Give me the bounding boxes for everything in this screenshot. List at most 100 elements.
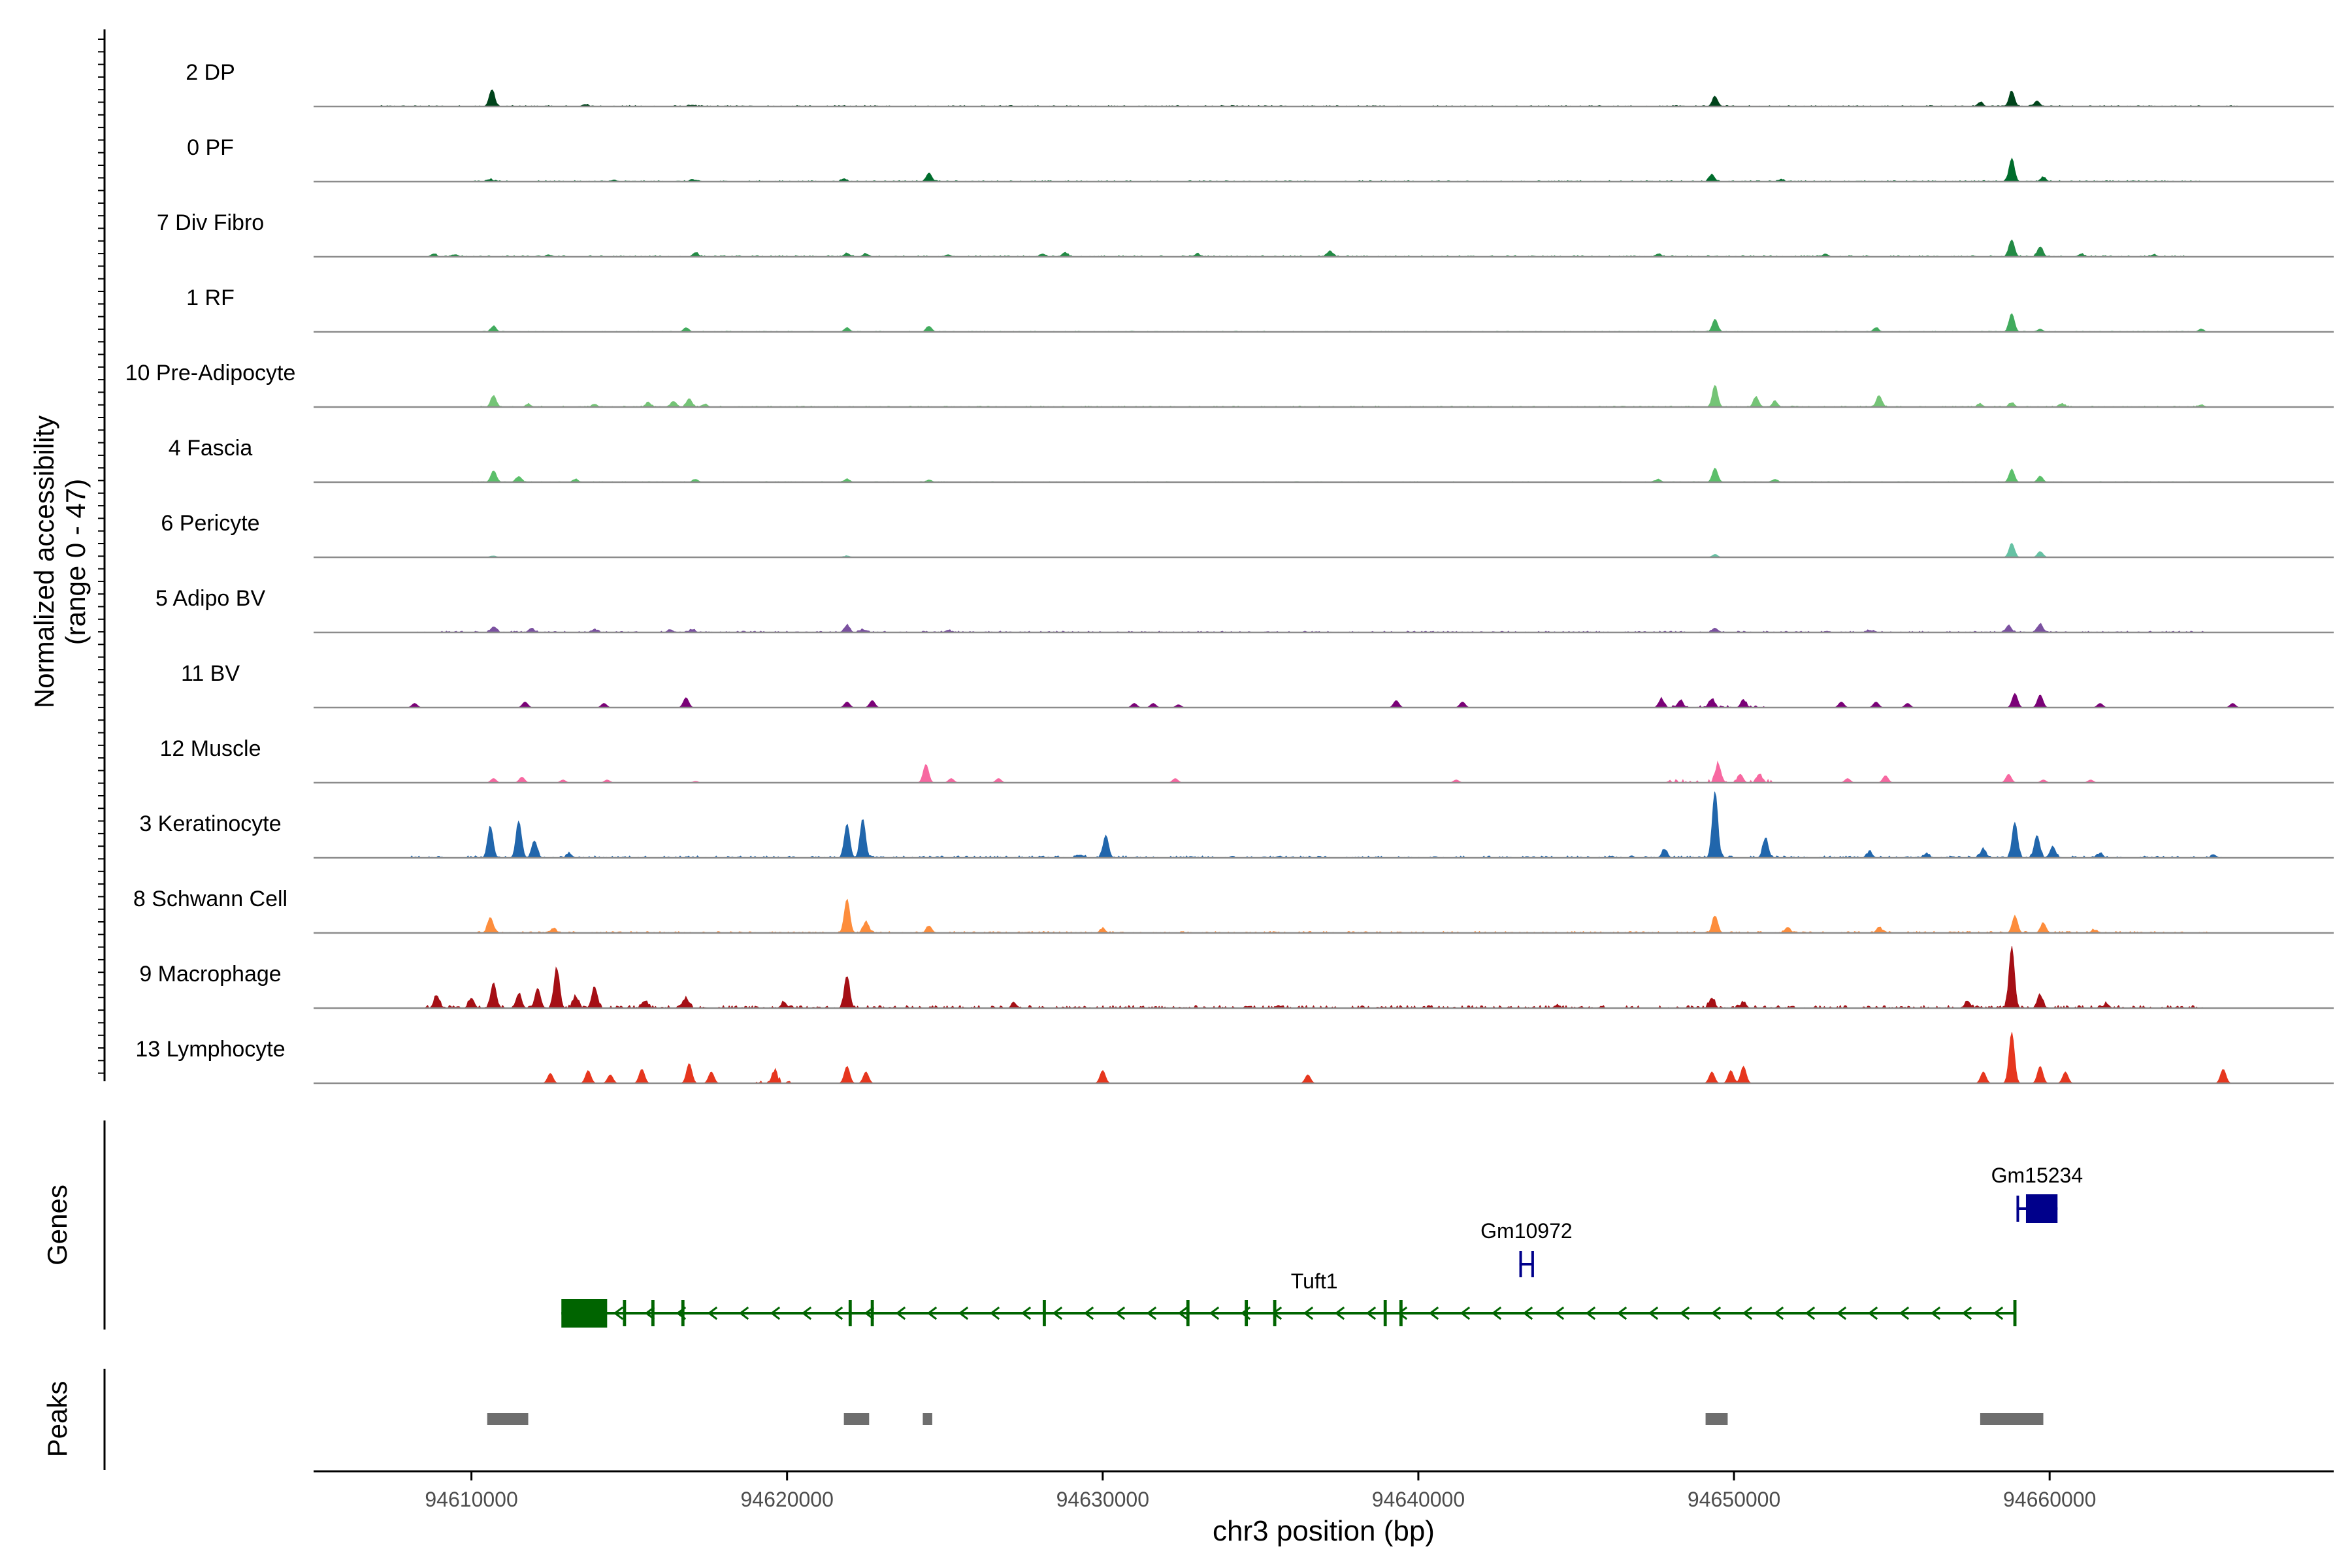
strand-arrow xyxy=(958,1306,969,1320)
track-coverage-area xyxy=(314,791,2334,858)
strand-arrow xyxy=(1773,1306,1784,1320)
gene-exon xyxy=(1399,1300,1403,1326)
gene-annotations: Tuft1 Gm10972 Gm15234 xyxy=(561,1164,2083,1328)
track-2: 0 PF xyxy=(187,135,2334,183)
peaks-panel-label: Peaks xyxy=(42,1381,73,1458)
track-14: 13 Lymphocyte xyxy=(135,1032,2334,1085)
strand-arrow xyxy=(1554,1306,1565,1320)
track-label: 2 DP xyxy=(186,60,235,85)
x-tick-label: 94610000 xyxy=(425,1488,517,1511)
strand-arrow xyxy=(1428,1306,1439,1320)
track-3: 7 Div Fibro xyxy=(157,210,2334,258)
peak-regions xyxy=(487,1413,2044,1425)
x-tick-label: 94620000 xyxy=(741,1488,834,1511)
track-coverage-area xyxy=(314,623,2334,633)
track-coverage-area xyxy=(314,542,2334,558)
gene-exon xyxy=(681,1300,685,1326)
track-label: 3 Keratinocyte xyxy=(139,811,281,836)
gene-exon xyxy=(870,1300,874,1326)
track-coverage-area xyxy=(314,313,2334,333)
gene-exon xyxy=(561,1299,608,1328)
track-label: 6 Pericyte xyxy=(161,511,259,536)
strand-arrow xyxy=(1334,1306,1345,1320)
track-5: 10 Pre-Adipocyte xyxy=(125,361,2334,408)
gene-tuft1: Tuft1 xyxy=(561,1269,2017,1328)
strand-arrow xyxy=(613,1306,624,1320)
strand-arrow xyxy=(832,1306,843,1320)
track-coverage-area xyxy=(314,760,2334,783)
strand-arrow xyxy=(1522,1306,1533,1320)
track-7: 6 Pericyte xyxy=(161,511,2334,559)
peak-region xyxy=(843,1413,870,1425)
strand-arrow xyxy=(1115,1306,1126,1320)
track-label: 9 Macrophage xyxy=(139,962,281,987)
strand-arrow xyxy=(1961,1306,1972,1320)
x-tick-label: 94630000 xyxy=(1056,1488,1149,1511)
strand-arrow xyxy=(1899,1306,1910,1320)
track-label: 12 Muscle xyxy=(160,736,261,761)
strand-arrow xyxy=(1365,1306,1377,1320)
track-label: 13 Lymphocyte xyxy=(135,1037,285,1062)
strand-arrow xyxy=(926,1306,938,1320)
strand-arrow xyxy=(1460,1306,1471,1320)
peak-region xyxy=(923,1413,932,1425)
strand-arrow xyxy=(1993,1306,2004,1320)
peak-region xyxy=(1980,1413,2044,1425)
gene-exon xyxy=(2016,1196,2019,1222)
gene-exon xyxy=(1043,1300,1046,1326)
x-axis-label: chr3 position (bp) xyxy=(1213,1515,1435,1547)
gene-name-label: Gm15234 xyxy=(1991,1164,2083,1187)
strand-arrow xyxy=(989,1306,1000,1320)
x-axis-ticks: 94610000 94620000 94630000 94640000 94650000… xyxy=(425,1471,2096,1511)
track-coverage-area xyxy=(314,693,2334,708)
track-8: 5 Adipo BV xyxy=(155,586,2334,634)
track-coverage-area xyxy=(314,467,2334,483)
track-label: 10 Pre-Adipocyte xyxy=(125,361,296,385)
strand-arrow xyxy=(1805,1306,1816,1320)
gene-exon xyxy=(2025,1194,2058,1223)
gene-exon xyxy=(1186,1300,1190,1326)
track-1: 2 DP xyxy=(186,60,2334,108)
track-12: 8 Schwann Cell xyxy=(133,887,2334,934)
strand-arrow xyxy=(1710,1306,1722,1320)
track-label: 0 PF xyxy=(187,135,234,160)
gene-exon xyxy=(2013,1300,2017,1326)
genes-panel-label: Genes xyxy=(42,1184,73,1266)
strand-arrow xyxy=(1585,1306,1596,1320)
gene-exon xyxy=(1273,1300,1277,1326)
x-tick-label: 94650000 xyxy=(1688,1488,1780,1511)
gene-gm15234: Gm15234 xyxy=(1991,1164,2083,1223)
gene-exon xyxy=(1383,1300,1387,1326)
strand-arrow xyxy=(1303,1306,1314,1320)
peak-region xyxy=(487,1413,529,1425)
track-coverage-area xyxy=(314,1032,2334,1084)
peak-region xyxy=(1705,1413,1728,1425)
track-coverage-area xyxy=(314,90,2334,107)
gene-exon xyxy=(623,1300,627,1326)
strand-arrow xyxy=(1083,1306,1094,1320)
strand-arrow xyxy=(1648,1306,1659,1320)
strand-arrow xyxy=(1742,1306,1753,1320)
track-coverage-area xyxy=(314,898,2334,934)
track-coverage-area xyxy=(314,385,2334,408)
track-6: 4 Fascia xyxy=(169,436,2334,483)
track-4: 1 RF xyxy=(186,286,2334,333)
gene-exon xyxy=(1245,1300,1249,1326)
x-tick-label: 94640000 xyxy=(1372,1488,1465,1511)
y-axis-label-line2: (range 0 - 47) xyxy=(60,479,91,645)
strand-arrow xyxy=(1177,1306,1188,1320)
track-coverage-area xyxy=(314,946,2334,1009)
strand-arrow xyxy=(738,1306,749,1320)
strand-arrow xyxy=(770,1306,781,1320)
gene-gm10972: Gm10972 xyxy=(1480,1219,1573,1277)
track-coverage-area xyxy=(314,239,2334,257)
track-label: 1 RF xyxy=(186,286,235,310)
track-label: 8 Schwann Cell xyxy=(133,887,287,911)
strand-arrow xyxy=(1491,1306,1502,1320)
track-11: 3 Keratinocyte xyxy=(139,791,2334,859)
gene-exon xyxy=(1519,1251,1522,1277)
strand-arrow xyxy=(1930,1306,1941,1320)
track-coverage-area xyxy=(314,157,2334,182)
gene-name-label: Tuft1 xyxy=(1291,1269,1338,1293)
